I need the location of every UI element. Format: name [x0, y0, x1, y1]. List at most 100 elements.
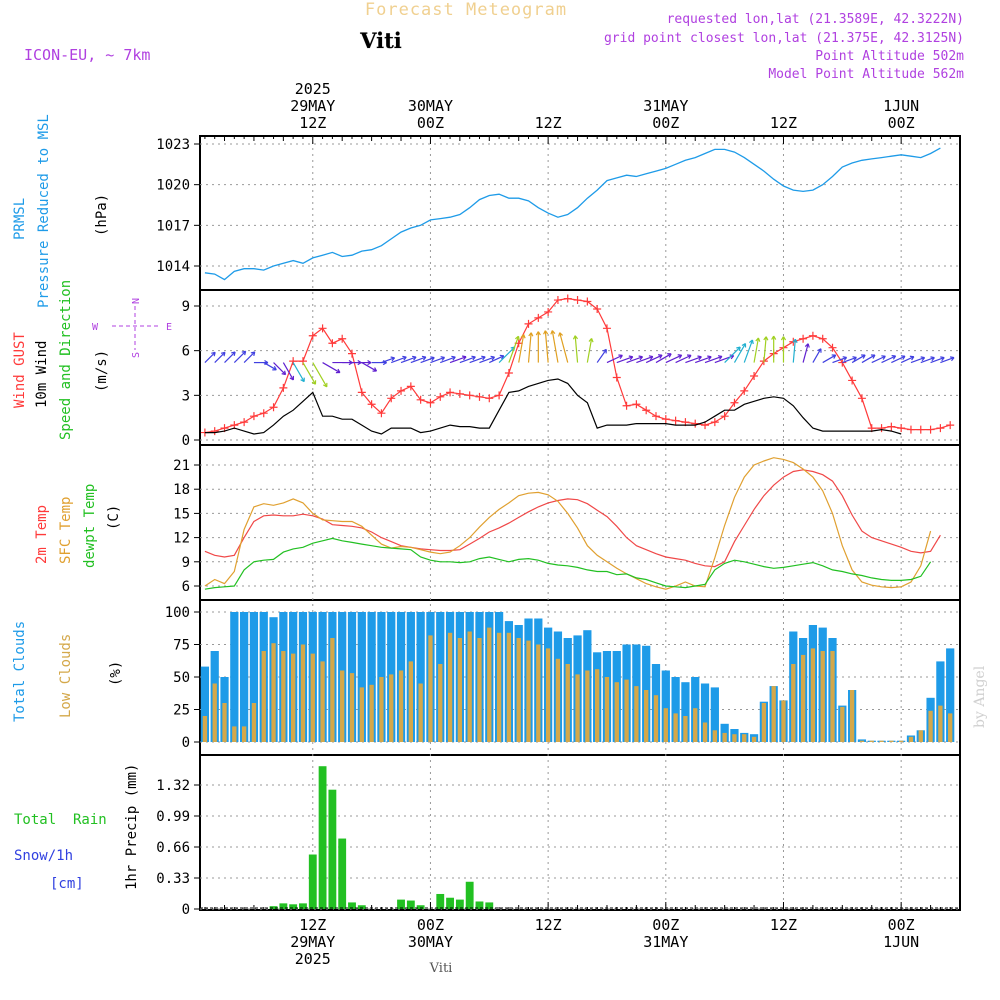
- rain-bar: [436, 893, 445, 909]
- wind-arrow-head: [281, 370, 287, 376]
- gridlines: [200, 136, 960, 910]
- time-label: 30MAY: [408, 97, 453, 115]
- wind-arrow-head: [831, 354, 837, 359]
- time-label: 29MAY: [290, 97, 335, 115]
- temp-sfc-label: SFC Temp: [58, 497, 74, 564]
- panel-frames: [199, 135, 961, 911]
- gust-point: [240, 418, 249, 427]
- total-cloud-bar: [240, 612, 249, 742]
- pressure-reduced-label: Pressure Reduced to MSL: [36, 114, 52, 308]
- rain-bar: [485, 902, 494, 909]
- low-cloud-bar: [389, 674, 394, 742]
- time-label: 00Z: [888, 916, 915, 934]
- gust-point: [691, 419, 700, 428]
- wind-arrow-head: [390, 356, 396, 362]
- gust-point: [916, 425, 925, 434]
- wind-arrow-head: [771, 335, 777, 340]
- gust-point: [455, 389, 464, 398]
- gust-point: [808, 331, 817, 340]
- wind-arrow-head: [755, 337, 761, 342]
- y-tick-label: 0.33: [156, 871, 190, 887]
- gust-point: [328, 339, 337, 348]
- y-tick-label: 50: [173, 670, 190, 686]
- low-cloud-bar: [663, 708, 668, 742]
- y-tick-label: 0: [182, 902, 190, 918]
- precip-bars: [200, 766, 960, 909]
- low-cloud-bar: [555, 658, 561, 742]
- low-cloud-bar: [565, 664, 570, 742]
- wind-arrow-head: [736, 346, 741, 352]
- wind-arrow: [214, 351, 226, 364]
- y-tick-label: 18: [173, 482, 190, 498]
- compass-n: N: [131, 298, 142, 304]
- total-rain-label: Total Rain: [14, 812, 107, 828]
- wind-arrow: [743, 339, 754, 363]
- wind-side-labels: Wind GUST 10m Wind Speed and Direction (…: [12, 280, 172, 440]
- y-tick-label: 12: [173, 531, 190, 547]
- temp-dew-line: [204, 537, 932, 590]
- gust-point: [926, 425, 935, 434]
- y-tick-label: 0.66: [156, 840, 190, 856]
- low-cloud-bar: [428, 635, 433, 742]
- total-cloud-bar: [200, 666, 210, 742]
- pressure-series: [204, 147, 941, 281]
- low-cloud-bar: [202, 716, 208, 742]
- low-cloud-bar: [330, 638, 335, 742]
- time-label: 12Z: [299, 916, 326, 934]
- low-cloud-bar: [879, 740, 884, 742]
- wind-arrow: [616, 356, 633, 364]
- y-tick-label: 9: [182, 555, 190, 571]
- low-cloud-bar: [496, 632, 502, 742]
- time-label: 12Z: [535, 114, 562, 132]
- low-cloud-bar: [545, 648, 551, 742]
- low-cloud-bar: [408, 661, 413, 742]
- low-cloud-bar: [751, 736, 757, 742]
- gust-point: [485, 394, 494, 403]
- wind-arrow: [675, 354, 692, 364]
- low-cloud-bar: [212, 683, 217, 742]
- wind-arrow-head: [421, 355, 427, 361]
- rain-bar: [328, 789, 337, 909]
- wind-arrow-head: [543, 330, 549, 335]
- gust-point: [269, 403, 278, 412]
- gust-point: [936, 424, 945, 433]
- low-cloud-bar: [418, 683, 423, 742]
- time-label: 1JUN: [883, 933, 919, 951]
- wind-arrow-head: [300, 377, 305, 383]
- wind-arrow: [322, 362, 341, 374]
- y-tick-label: 0: [182, 433, 190, 449]
- y-tick-label: 1.32: [156, 778, 190, 794]
- total-cloud-bar: [936, 661, 945, 742]
- rain-bar: [348, 902, 356, 909]
- y-ticks: 1014 1017 1020 1023 0 3 6 9 6 9 12 15 18 21 0 25 50 75 100…: [156, 136, 961, 918]
- low-cloud-bar: [369, 684, 374, 742]
- y-tick-label: 1023: [156, 137, 190, 153]
- low-clouds-label: Low Clouds: [58, 634, 74, 718]
- low-cloud-bar: [281, 651, 286, 742]
- y-tick-label: 75: [173, 638, 190, 654]
- low-cloud-bar: [742, 734, 747, 742]
- low-cloud-bar: [536, 644, 541, 742]
- snow-label: Snow/1h: [14, 848, 73, 864]
- wind-arrow: [665, 354, 682, 364]
- low-cloud-bar: [232, 726, 237, 742]
- wind-arrow: [871, 355, 886, 364]
- location-name: Viti: [359, 28, 402, 53]
- low-cloud-bar: [712, 730, 717, 742]
- wind-arrow-head: [558, 332, 564, 337]
- low-cloud-bar: [604, 677, 610, 742]
- wind-arrow-head: [648, 355, 654, 361]
- cloud-unit: (%): [108, 661, 124, 686]
- wind-arrow-head: [481, 355, 486, 361]
- wind-gust-label: Wind GUST: [12, 332, 28, 408]
- wind-arrow: [449, 356, 467, 364]
- low-cloud-bar: [467, 631, 472, 742]
- wind-arrow: [361, 362, 377, 372]
- gust-point: [387, 394, 396, 403]
- total-cloud-bar: [710, 687, 719, 742]
- wind-arrow: [910, 357, 925, 364]
- point-altitude: Point Altitude 502m: [815, 49, 964, 64]
- wind-arrow: [381, 357, 395, 364]
- pressure-side-labels: PRMSL Pressure Reduced to MSL (hPa): [12, 114, 110, 308]
